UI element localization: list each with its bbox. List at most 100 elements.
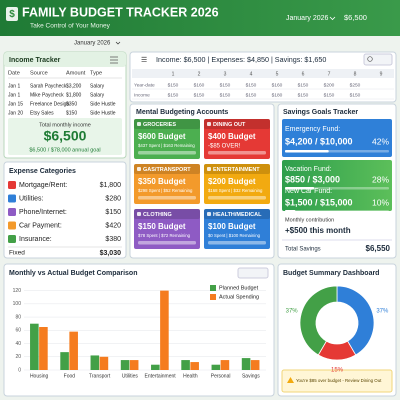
table-header: Type — [90, 70, 102, 76]
table-cell: Side Hustle — [90, 101, 116, 107]
date-label[interactable]: January 2026 — [74, 41, 111, 47]
y-tick-label: 120 — [13, 288, 22, 294]
dropdown-caret[interactable] — [329, 16, 336, 21]
app-subtitle: Take Control of Your Money — [30, 23, 111, 30]
expense-name: Utilities: — [19, 195, 44, 202]
x-tick-label: Savings — [242, 373, 260, 379]
bar — [120, 360, 130, 370]
search-box[interactable] — [363, 53, 393, 66]
month-selector[interactable]: January 2026 — [286, 15, 329, 22]
goal-track — [285, 210, 389, 213]
sheet-col: 1 — [172, 71, 175, 77]
bar — [241, 358, 251, 370]
card-name: HEALTH/MEDICAL — [213, 212, 262, 218]
legend-label: Planned Budget — [219, 285, 259, 291]
income-total-box — [8, 118, 122, 155]
card-strip — [134, 209, 200, 219]
table-header: Source — [30, 70, 48, 76]
expense-icon — [8, 181, 16, 189]
summary-bar: Income: $6,500 | Expenses: $4,850 | Savi… — [156, 55, 326, 64]
card-budget: $600 Budget — [138, 132, 186, 141]
bar — [250, 360, 260, 370]
card-budget: $200 Budget — [208, 177, 256, 186]
chart-dropdown[interactable] — [237, 267, 269, 279]
search-icon[interactable] — [367, 56, 373, 62]
card-name: CLOTHING — [143, 212, 172, 218]
sheet-col: 6 — [302, 71, 305, 77]
table-cell: Sarah Paycheck — [30, 83, 67, 89]
goal-progress — [285, 210, 296, 213]
table-cell: Mike Paycheck — [30, 92, 64, 98]
expense-value: $380 — [105, 236, 121, 243]
sheet-cell: $180 — [272, 92, 283, 98]
fund-box — [282, 160, 392, 211]
chart-title: Budget Summary Dashboard — [283, 270, 379, 277]
table-cell: $350 — [66, 101, 77, 107]
card-icon — [207, 122, 211, 126]
legend-label: Actual Spending — [219, 294, 259, 300]
alert-icon — [287, 377, 294, 383]
sheet-cell: Year-date — [134, 82, 155, 88]
table-header: Amount — [66, 70, 86, 76]
account-card — [204, 209, 270, 249]
sheet-cell: $150 — [168, 92, 179, 98]
bar — [211, 364, 221, 370]
alert-box — [281, 369, 393, 393]
card-budget: $150 Budget — [138, 222, 186, 231]
account-card — [134, 119, 200, 159]
card-progress-track — [138, 151, 196, 155]
fixed-value: $3,030 — [100, 250, 122, 257]
sheet-cell: Income — [134, 92, 150, 98]
dropdown-caret[interactable] — [115, 41, 121, 45]
card-progress-track — [208, 151, 266, 155]
sheet-menu[interactable]: ☰ — [141, 57, 147, 64]
card-strip — [134, 119, 200, 129]
table-cell: Salary — [90, 92, 105, 98]
table-cell: Jan 20 — [8, 110, 23, 116]
y-tick-label: 20 — [15, 354, 21, 360]
card-status: -$85 OVER! — [208, 144, 241, 150]
card-icon — [207, 212, 211, 216]
header-bar — [0, 0, 400, 36]
sheet-cell: $150 — [246, 82, 257, 88]
sheet-cell: $150 — [246, 92, 257, 98]
goal-percent: 42% — [372, 136, 389, 146]
bar — [99, 356, 109, 370]
y-tick-label: 0 — [18, 367, 21, 373]
table-cell: Jan 1 — [8, 83, 20, 89]
table-cell: $150 — [66, 110, 77, 116]
bar — [151, 364, 160, 370]
menu-icon[interactable] — [110, 56, 118, 64]
goal-percent: 28% — [372, 174, 389, 184]
bar — [30, 323, 39, 370]
goal-amount: $4,200 / $10,000 — [285, 136, 353, 146]
expense-icon — [8, 235, 16, 243]
goal-progress — [285, 187, 315, 190]
card-progress-track — [208, 241, 266, 245]
expense-name: Insurance: — [19, 236, 52, 243]
sheet-col: 5 — [276, 71, 279, 77]
bar — [190, 362, 199, 370]
sheet-header-row — [132, 69, 394, 78]
sheet-cell: $150 — [298, 82, 309, 88]
sheet-col: 8 — [354, 71, 357, 77]
account-card — [134, 209, 200, 249]
x-tick-label: Utilities — [122, 373, 139, 379]
y-tick-label: 60 — [15, 328, 21, 334]
card-budget: $400 Budget — [208, 132, 256, 141]
card-status: $168 Spent | $32 Remaining — [208, 188, 263, 193]
expense-icon — [8, 221, 16, 230]
x-tick-label: Entertainment — [145, 373, 177, 379]
bar — [181, 360, 190, 370]
card-name: GROCERIES — [143, 122, 176, 128]
annual-goal: $6,500 / $78,000 annual goal — [29, 147, 100, 153]
card-progress-track — [208, 196, 266, 200]
goal-name: New Car Fund: — [285, 188, 332, 195]
account-card — [134, 164, 200, 204]
card-status: $298 Spent | $52 Remaining — [138, 188, 193, 193]
panel-title: Income Tracker — [9, 57, 61, 64]
sheet-cell: $150 — [194, 92, 205, 98]
panel-title: Expense Categories — [9, 168, 76, 175]
